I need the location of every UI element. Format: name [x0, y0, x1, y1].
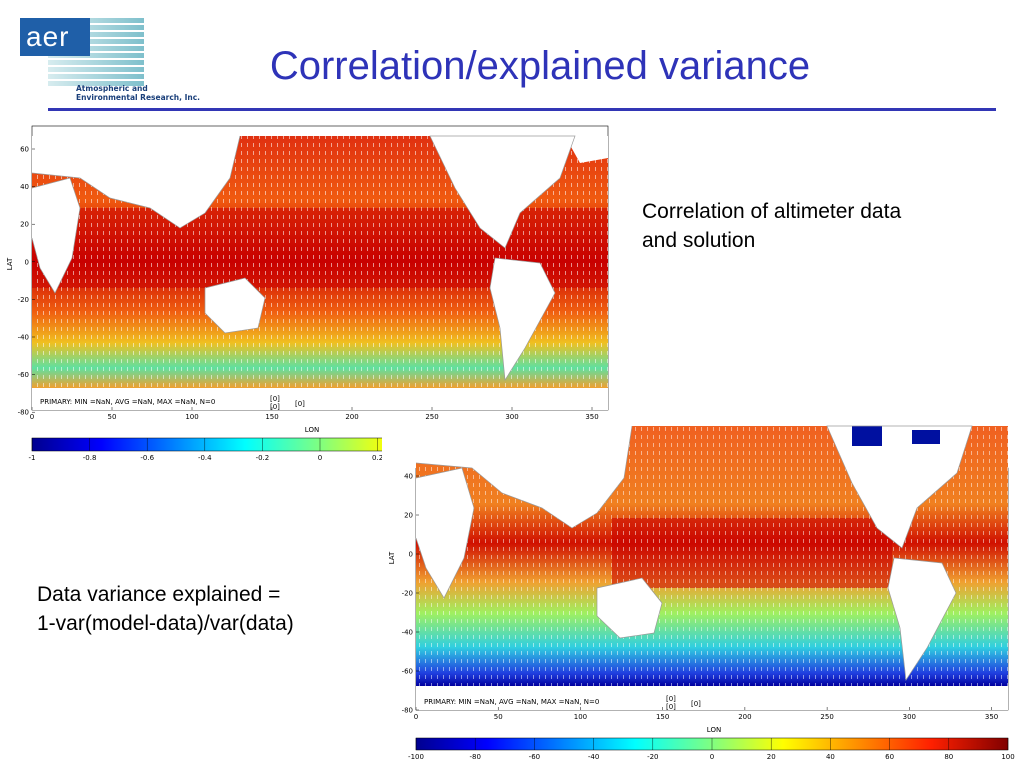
slide-title: Correlation/explained variance [269, 44, 811, 88]
logo-stripes [48, 18, 144, 102]
x-tick-label: 50 [108, 413, 117, 421]
y-tick-label: 20 [404, 512, 413, 520]
correlation-caption-line1: Correlation of altimeter data [642, 200, 902, 223]
variance-caption: Data variance explained = 1-var(model-da… [37, 580, 377, 638]
x-tick-label: 50 [494, 713, 503, 721]
title-divider [48, 108, 996, 111]
variance-caption-line2: 1-var(model-data)/var(data) [37, 612, 294, 635]
y-tick-label: -60 [402, 668, 413, 676]
y-tick-label: 0 [25, 258, 29, 266]
x-tick-label: 200 [738, 713, 751, 721]
stats-text: PRIMARY: MIN =NaN, AVG =NaN, MAX =NaN, N… [424, 698, 599, 706]
aer-logo: aer Atmospheric and Environmental Resear… [20, 14, 200, 106]
colorbar-tick-label: -0.6 [140, 454, 154, 462]
bracket-label: [0] [270, 403, 280, 411]
x-tick-label: 250 [425, 413, 438, 421]
colorbar-tick-label: -40 [588, 753, 599, 761]
colorbar-tick-label: -0.4 [198, 454, 212, 462]
y-tick-label: -60 [18, 371, 29, 379]
x-tick-label: 0 [30, 413, 34, 421]
colorbar-tick-label: 20 [767, 753, 776, 761]
x-tick-label: 200 [345, 413, 358, 421]
x-tick-label: 300 [903, 713, 916, 721]
x-tick-label: 250 [820, 713, 833, 721]
australia-landmass [205, 278, 265, 333]
colorbar-tick-label: 100 [1001, 753, 1014, 761]
y-axis-label: LAT [388, 551, 396, 564]
colorbar-tick-label: -80 [469, 753, 480, 761]
y-axis-label: LAT [6, 257, 14, 270]
bracket-label: [0] [295, 400, 305, 408]
bracket-label: [0] [666, 695, 676, 703]
colorbar-tick-label: 0.2 [372, 454, 383, 462]
x-tick-label: 100 [574, 713, 587, 721]
y-tick-label: 20 [20, 221, 29, 229]
north-america-landmass [827, 426, 972, 548]
stats-box [34, 394, 272, 408]
south-america-landmass [490, 258, 555, 380]
stats-text: PRIMARY: MIN =NaN, AVG =NaN, MAX =NaN, N… [40, 398, 215, 406]
x-tick-label: 350 [585, 413, 598, 421]
company-name: Atmospheric and Environmental Research, … [76, 84, 201, 102]
logo-text: aer [20, 18, 90, 56]
colorbar-tick-label: 0 [318, 454, 322, 462]
x-tick-label: 300 [505, 413, 518, 421]
y-tick-label: -80 [402, 707, 413, 715]
colorbar-tick-label: 60 [885, 753, 894, 761]
bracket-label: [0] [666, 703, 676, 711]
colorbar-tick-label: -20 [647, 753, 658, 761]
y-tick-label: -20 [18, 296, 29, 304]
y-tick-label: 40 [20, 183, 29, 191]
colorbar-tick-label: -1 [29, 454, 36, 462]
x-tick-label: 100 [185, 413, 198, 421]
africa-landmass [416, 468, 474, 598]
y-tick-label: -20 [402, 590, 413, 598]
y-tick-label: -40 [402, 629, 413, 637]
x-tick-label: 150 [265, 413, 278, 421]
y-tick-label: -80 [18, 409, 29, 417]
y-tick-label: 0 [409, 551, 413, 559]
colorbar-tick-label: -0.8 [83, 454, 97, 462]
eurasia-landmass [32, 136, 240, 228]
correlation-caption-line2: and solution [642, 229, 756, 252]
y-tick-label: -40 [18, 334, 29, 342]
correlation-map-plot: PRIMARY: MIN =NaN, AVG =NaN, MAX =NaN, N… [0, 118, 620, 468]
bracket-label: [0] [270, 395, 280, 403]
colorbar-tick-label: -100 [408, 753, 424, 761]
variance-map-plot: PRIMARY: MIN =NaN, AVG =NaN, MAX =NaN, N… [382, 418, 1022, 768]
eurasia-landmass [416, 426, 632, 528]
x-tick-label: 350 [985, 713, 998, 721]
y-tick-label: 60 [20, 146, 29, 154]
x-tick-label: 150 [656, 713, 669, 721]
colorbar-tick-label: 0 [710, 753, 714, 761]
colorbar-tick-label: 40 [826, 753, 835, 761]
bracket-label: [0] [691, 700, 701, 708]
x-axis-label: LON [305, 426, 319, 434]
x-tick-label: 0 [414, 713, 418, 721]
variance-caption-line1: Data variance explained = [37, 583, 281, 606]
africa-landmass [32, 178, 80, 293]
correlation-caption: Correlation of altimeter data and soluti… [642, 197, 1002, 255]
y-tick-label: 40 [404, 473, 413, 481]
x-axis-label: LON [707, 726, 721, 734]
colorbar-tick-label: -0.2 [256, 454, 270, 462]
stats-box [418, 694, 668, 708]
north-america-landmass [430, 136, 575, 248]
greenland-landmass [565, 136, 608, 163]
australia-landmass [597, 578, 662, 638]
colorbar-tick-label: -60 [529, 753, 540, 761]
south-america-landmass [888, 558, 956, 680]
colorbar-tick-label: 80 [944, 753, 953, 761]
